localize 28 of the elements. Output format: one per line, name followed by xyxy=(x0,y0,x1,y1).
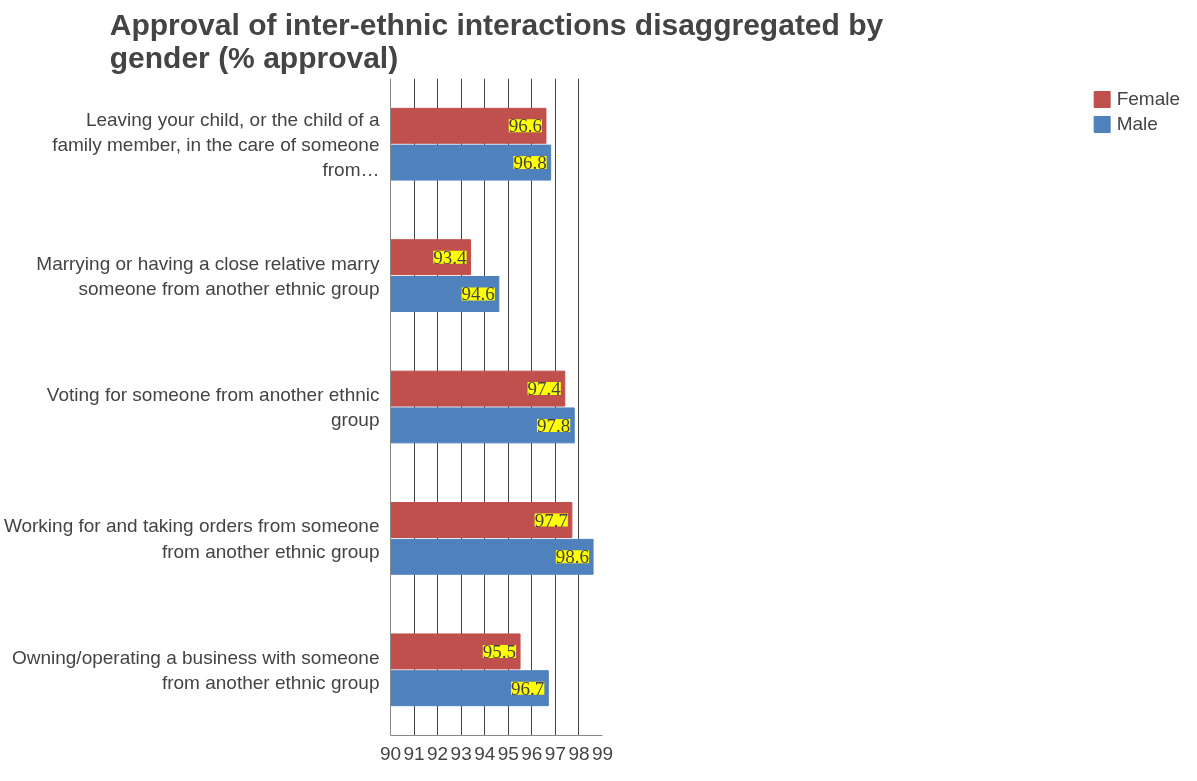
legend-label: Male xyxy=(1116,113,1158,135)
x-tick-label: 93 xyxy=(450,742,472,764)
data-label: 97.7 xyxy=(534,509,568,531)
y-tick-label: Voting for someone from another ethnic group xyxy=(46,383,380,431)
data-label: 96.7 xyxy=(511,677,545,699)
data-label: 94.6 xyxy=(461,283,495,305)
chart-title: Approval of inter-ethnic interactions disaggregated by gender (% approval) xyxy=(109,7,884,74)
x-tick-label: 92 xyxy=(427,742,449,764)
legend-label: Female xyxy=(1116,88,1180,110)
x-tick-label: 90 xyxy=(379,742,402,764)
x-tick-label: 99 xyxy=(591,742,614,764)
x-tick-label: 95 xyxy=(497,742,519,764)
data-label: 93.4 xyxy=(433,246,468,268)
y-tick-label: Marrying or having a close relative marry someone from another ethnic group xyxy=(36,252,380,299)
x-tick-label: 96 xyxy=(521,742,543,764)
data-label: 96.6 xyxy=(508,115,542,137)
data-label: 96.8 xyxy=(513,152,547,174)
y-tick-label: Working for and taking orders from someone from another ethnic group xyxy=(3,515,380,562)
data-label: 97.4 xyxy=(527,378,562,400)
x-tick-label: 91 xyxy=(403,742,425,764)
y-tick-label: Owning/operating a business with someone from another ethnic group xyxy=(11,646,380,693)
data-label: 97.8 xyxy=(536,414,571,436)
x-tick-label: 94 xyxy=(474,742,496,764)
data-label: 98.6 xyxy=(555,546,590,568)
y-tick-label: Leaving your child, or the child of a family member, in the care of someone from… xyxy=(52,108,380,180)
x-tick-label: 98 xyxy=(568,742,590,764)
x-tick-label: 97 xyxy=(544,742,566,764)
data-label: 95.5 xyxy=(482,640,517,662)
